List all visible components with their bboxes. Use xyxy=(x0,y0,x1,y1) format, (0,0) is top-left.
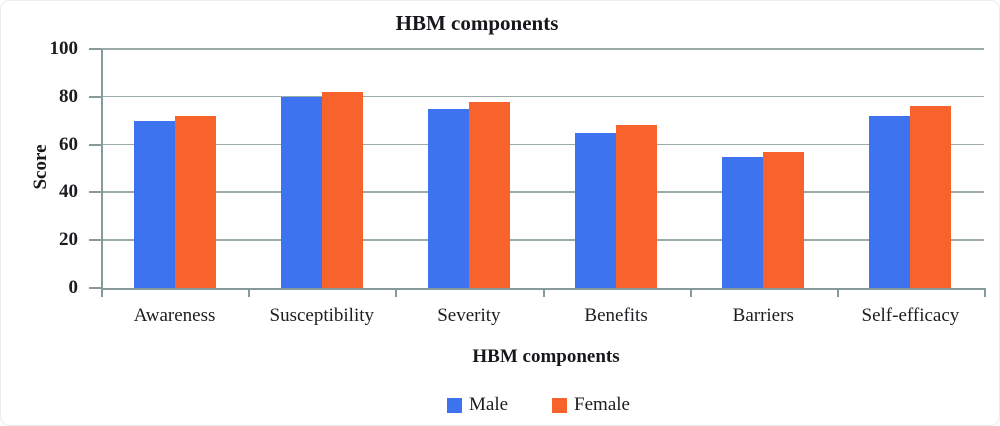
bar-male-benefits xyxy=(575,132,617,288)
x-axis-title: HBM components xyxy=(472,346,620,367)
gridline-80 xyxy=(101,95,984,98)
bar-male-self-efficacy xyxy=(869,115,911,288)
chart-title: HBM components xyxy=(395,11,559,35)
y-tick-100 xyxy=(89,48,101,50)
y-tick-label-80: 80 xyxy=(59,85,78,107)
bar-male-awareness xyxy=(133,120,175,288)
legend: Male Female xyxy=(447,394,630,416)
legend-item-male: Male xyxy=(447,394,508,416)
x-category-label-susceptibility: Susceptibility xyxy=(269,305,375,326)
y-tick-label-60: 60 xyxy=(59,133,78,155)
y-tick-label-40: 40 xyxy=(59,181,78,203)
legend-label-male: Male xyxy=(469,394,509,415)
y-tick-label-20: 20 xyxy=(59,229,78,251)
x-tick-2 xyxy=(395,288,398,297)
legend-label-female: Female xyxy=(574,394,630,415)
y-tick-0 xyxy=(89,287,101,289)
y-tick-60 xyxy=(89,143,101,146)
x-category-label-awareness: Awareness xyxy=(133,305,216,326)
legend-swatch-female xyxy=(552,397,568,413)
y-tick-label-0: 0 xyxy=(68,277,79,298)
bar-female-susceptibility xyxy=(321,92,363,288)
gridline-40 xyxy=(101,191,984,193)
y-tick-40 xyxy=(89,191,101,194)
legend-swatch-male xyxy=(447,397,462,413)
bar-female-barriers xyxy=(763,151,805,288)
y-tick-80 xyxy=(89,95,101,98)
x-tick-4 xyxy=(689,288,692,297)
x-tick-6 xyxy=(984,288,986,297)
bar-male-barriers xyxy=(722,156,764,288)
y-tick-label-100: 100 xyxy=(49,38,79,59)
bar-female-awareness xyxy=(174,115,216,288)
bar-female-benefits xyxy=(616,125,658,288)
y-axis-line xyxy=(101,49,103,288)
x-category-label-self-efficacy: Self-efficacy xyxy=(861,305,960,326)
x-tick-0 xyxy=(101,288,103,297)
x-category-label-barriers: Barriers xyxy=(732,305,794,326)
bar-female-self-efficacy xyxy=(910,106,952,288)
y-tick-20 xyxy=(89,239,101,242)
gridline-60 xyxy=(101,143,984,146)
x-category-label-severity: Severity xyxy=(437,305,501,326)
x-tick-1 xyxy=(248,288,251,297)
legend-item-female: Female xyxy=(552,394,630,416)
gridline-20 xyxy=(101,239,984,241)
bar-male-severity xyxy=(427,108,469,288)
x-category-label-benefits: Benefits xyxy=(584,305,648,326)
x-tick-5 xyxy=(836,288,839,297)
bar-female-severity xyxy=(468,101,510,288)
gridline-100 xyxy=(101,48,984,50)
x-tick-3 xyxy=(542,288,545,297)
bar-male-susceptibility xyxy=(280,96,322,288)
